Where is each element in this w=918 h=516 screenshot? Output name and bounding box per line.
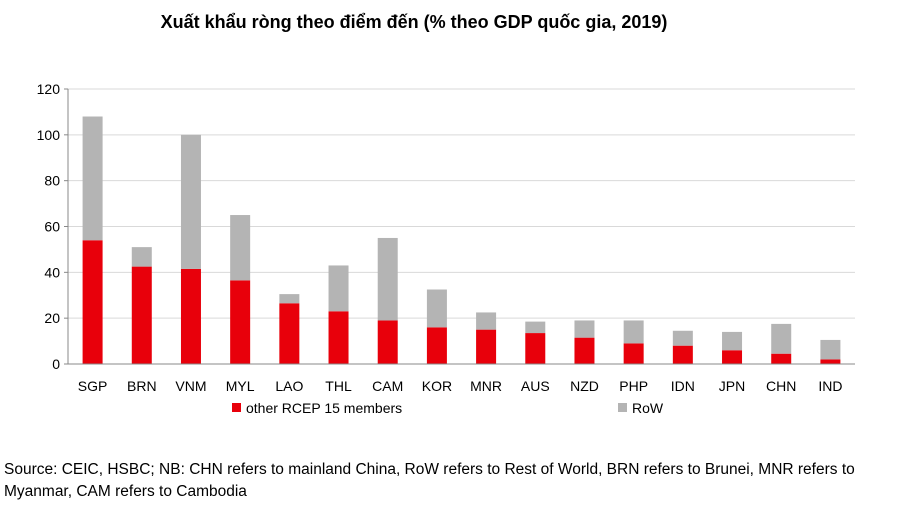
bar-nzd-rcep	[574, 337, 595, 364]
bar-nzd-row	[574, 320, 595, 338]
bar-idn-row	[672, 330, 693, 346]
bar-php-rcep	[623, 343, 644, 364]
y-tick-label: 20	[44, 310, 60, 326]
bar-chn-row	[771, 323, 792, 354]
bar-ind-row	[820, 339, 841, 360]
bar-sgp-rcep	[82, 240, 103, 364]
bar-ind-rcep	[820, 359, 841, 364]
legend-label: other RCEP 15 members	[246, 400, 402, 416]
x-tick-label: CAM	[372, 378, 403, 394]
bar-jpn-row	[722, 331, 743, 351]
bar-myl-rcep	[230, 280, 251, 364]
y-tick-label: 40	[44, 264, 60, 280]
bar-cam-row	[377, 237, 398, 321]
legend-label: RoW	[632, 400, 664, 416]
y-tick-labels: 0 20 40 60 80 100 120	[37, 81, 68, 372]
bar-brn-row	[131, 247, 152, 267]
x-tick-label: THL	[325, 378, 352, 394]
bar-mnr-row	[476, 312, 497, 330]
source-note: Source: CEIC, HSBC; NB: CHN refers to ma…	[4, 461, 855, 500]
bar-thl-rcep	[328, 311, 349, 364]
y-tick-label: 80	[44, 173, 60, 189]
legend-swatch	[232, 403, 241, 412]
bar-lao-row	[279, 294, 300, 304]
bar-mnr-rcep	[476, 329, 497, 364]
gridlines	[68, 88, 855, 319]
x-tick-label: BRN	[127, 378, 157, 394]
bar-vnm-rcep	[180, 268, 201, 364]
y-tick-label: 0	[52, 356, 60, 372]
x-tick-label: LAO	[275, 378, 303, 394]
x-tick-label: KOR	[422, 378, 452, 394]
x-tick-label: SGP	[78, 378, 108, 394]
x-tick-label: MYL	[226, 378, 255, 394]
bar-chn-rcep	[771, 353, 792, 364]
bars	[82, 116, 841, 364]
y-tick-label: 60	[44, 219, 60, 235]
legend-swatch	[618, 403, 627, 412]
x-tick-label: MNR	[470, 378, 502, 394]
x-tick-label: NZD	[570, 378, 599, 394]
x-tick-label: IND	[818, 378, 842, 394]
bar-cam-rcep	[377, 320, 398, 364]
x-tick-label: PHP	[619, 378, 648, 394]
bar-jpn-rcep	[722, 350, 743, 364]
x-tick-label: JPN	[719, 378, 745, 394]
bar-sgp-row	[82, 116, 103, 241]
x-tick-label: CHN	[766, 378, 796, 394]
x-tick-label: IDN	[671, 378, 695, 394]
stacked-bar-chart: 0 20 40 60 80 100 120 SGP BRN VNM MYL LAO THL CAM KOR…	[37, 81, 855, 416]
x-tick-labels: SGP BRN VNM MYL LAO THL CAM KOR MNR AUS NZD PHP IDN J…	[78, 378, 843, 394]
x-tick-label: AUS	[521, 378, 550, 394]
bar-php-row	[623, 320, 644, 344]
bar-idn-rcep	[672, 345, 693, 364]
bar-kor-rcep	[426, 327, 447, 364]
bar-aus-row	[525, 321, 546, 334]
bar-lao-rcep	[279, 303, 300, 364]
y-tick-label: 100	[37, 127, 61, 143]
bar-aus-rcep	[525, 333, 546, 364]
chart-title: Xuất khẩu ròng theo điểm đến (% theo GDP…	[160, 12, 668, 32]
legend: other RCEP 15 members RoW	[232, 400, 664, 416]
x-tick-label: VNM	[175, 378, 206, 394]
bar-vnm-row	[180, 134, 201, 269]
y-tick-label: 120	[37, 81, 61, 97]
bar-myl-row	[230, 215, 251, 281]
bar-thl-row	[328, 265, 349, 312]
bar-brn-rcep	[131, 266, 152, 364]
bar-kor-row	[426, 289, 447, 328]
